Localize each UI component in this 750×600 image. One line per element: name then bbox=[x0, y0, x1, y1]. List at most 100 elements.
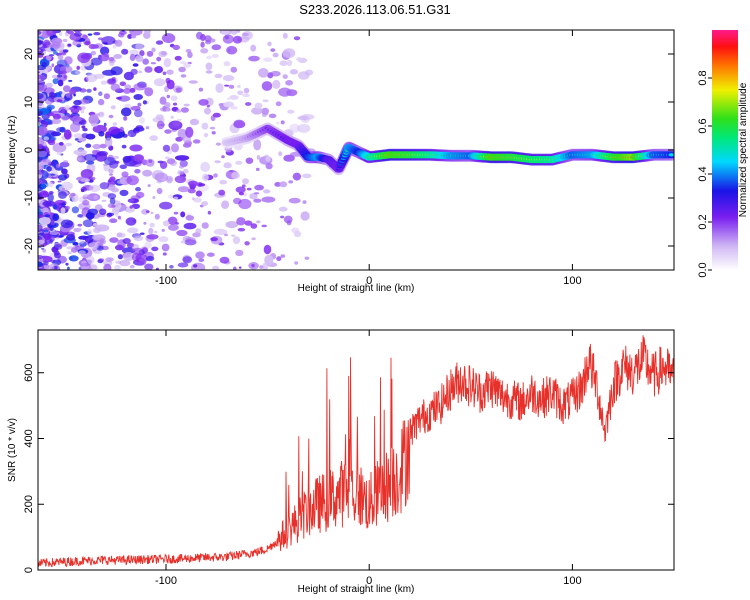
spectrogram-blob bbox=[191, 197, 195, 201]
spectrogram-blob bbox=[78, 250, 86, 256]
spectrogram-blob bbox=[97, 37, 104, 41]
spectrogram-blob bbox=[86, 256, 95, 265]
spectrogram-blob bbox=[228, 84, 235, 89]
spectrogram-blob bbox=[261, 196, 276, 203]
spectrogram-blob bbox=[59, 32, 63, 37]
spectrogram-blob bbox=[244, 220, 253, 226]
spectrogram-blob bbox=[121, 144, 127, 149]
spectrogram-blob bbox=[143, 221, 147, 225]
spectrogram-blob bbox=[79, 262, 91, 270]
spectrogram-blob bbox=[77, 155, 83, 162]
spectrogram-blob bbox=[144, 87, 154, 97]
spectrogram-blob bbox=[38, 111, 44, 115]
spectrogram-blob bbox=[179, 61, 187, 65]
spectrogram-blob bbox=[183, 103, 190, 107]
spectrogram-blob bbox=[127, 34, 133, 39]
spectrogram-blob bbox=[38, 150, 48, 158]
spectrogram-blob bbox=[166, 69, 174, 75]
spectrogram-blob bbox=[156, 120, 165, 130]
spectrogram-blob bbox=[41, 247, 44, 250]
spectrogram-blob bbox=[105, 131, 111, 138]
colorbar-tick-label: 0.8 bbox=[697, 70, 709, 85]
spectrogram-blob bbox=[210, 237, 218, 242]
spectrogram-blob bbox=[170, 95, 178, 101]
spectrogram-blob bbox=[229, 170, 234, 173]
spectrogram-blob bbox=[132, 63, 139, 67]
spectrogram-blob bbox=[38, 214, 45, 218]
spectrogram-blob bbox=[137, 102, 142, 107]
spectrogram-blob bbox=[300, 211, 310, 221]
spectrogram-blob bbox=[119, 30, 127, 35]
spectrogram-blob bbox=[148, 227, 154, 235]
spectrogram-blob bbox=[57, 54, 64, 61]
spectrogram-blob bbox=[129, 144, 143, 152]
spectrogram-blob bbox=[262, 99, 269, 103]
spectrogram-blob bbox=[117, 204, 129, 212]
spectrogram-blob bbox=[251, 263, 255, 268]
spectrogram-blob bbox=[51, 118, 62, 125]
spectrogram-blob bbox=[287, 109, 295, 114]
spectrogram-blob bbox=[256, 155, 261, 160]
spectrogram-blob bbox=[104, 137, 113, 147]
spectrogram-blob bbox=[211, 44, 222, 51]
spectrogram-blob bbox=[91, 123, 99, 127]
spectrogram-blob bbox=[235, 186, 246, 193]
spectrogram-blob bbox=[57, 74, 63, 78]
spectrogram-blob bbox=[131, 203, 140, 209]
spectrogram-blob bbox=[38, 239, 45, 244]
spectrogram-blob bbox=[66, 234, 76, 241]
spectrogram-blob bbox=[211, 131, 216, 135]
spectrogram-blob bbox=[134, 169, 141, 174]
spectrogram-blob bbox=[61, 116, 69, 121]
spectrogram-blob bbox=[206, 55, 213, 60]
spectrogram-blob bbox=[57, 79, 64, 87]
spectrogram-blob bbox=[272, 52, 279, 58]
spectrogram-blob bbox=[110, 83, 121, 92]
spectrogram-blob bbox=[64, 105, 71, 111]
spectrogram-blob bbox=[60, 70, 67, 75]
spectrogram-blob bbox=[97, 150, 108, 157]
spectrogram-blob bbox=[58, 191, 67, 199]
spectrogram-blob bbox=[80, 109, 85, 114]
spectrogram-signal-trace bbox=[221, 122, 674, 176]
spectrogram-blob bbox=[250, 223, 258, 229]
spectrogram-blob bbox=[53, 244, 63, 250]
spectrogram-blob bbox=[141, 208, 150, 215]
spectrogram-blob bbox=[38, 216, 51, 226]
spectrogram-blob bbox=[236, 30, 241, 33]
spectrogram-blob bbox=[265, 155, 271, 162]
spectrogram-blob bbox=[125, 217, 137, 226]
spectrogram-blob bbox=[172, 44, 180, 51]
spectrogram-blob bbox=[294, 261, 299, 265]
spectrogram-blob bbox=[101, 36, 116, 45]
spectrogram-blob bbox=[100, 80, 107, 85]
spectrogram-blob bbox=[109, 176, 116, 182]
spectrogram-blob bbox=[245, 102, 252, 106]
spectrogram-blob bbox=[235, 249, 244, 257]
spectrogram-blob bbox=[173, 211, 179, 215]
spectrogram-blob bbox=[219, 179, 228, 185]
spectrogram-blob bbox=[176, 109, 182, 113]
spectrogram-blob bbox=[110, 105, 116, 110]
spectrogram-blob bbox=[43, 233, 52, 240]
spectrogram-blob bbox=[77, 52, 91, 64]
spectrogram-blob bbox=[264, 254, 274, 266]
spectrogram-blob bbox=[263, 189, 271, 194]
spectrogram-blob bbox=[49, 226, 54, 231]
spectrogram-blob bbox=[198, 99, 209, 106]
spectrogram-blob bbox=[72, 30, 83, 33]
colorbar-label: Normalized spectral amplitude bbox=[738, 82, 749, 217]
spectrogram-blob bbox=[119, 259, 131, 267]
spectrogram-blob bbox=[94, 224, 110, 232]
spectrogram-blob bbox=[140, 232, 145, 235]
spectrogram-blob bbox=[238, 266, 242, 269]
spectrogram-blob bbox=[243, 87, 250, 94]
spectrogram-blob bbox=[131, 34, 137, 39]
spectrogram-blob bbox=[69, 89, 77, 95]
spectrogram-blob bbox=[108, 114, 114, 119]
spectrogram-blob bbox=[214, 160, 221, 164]
spectrogram-blob bbox=[223, 101, 235, 108]
spectrogram-blob bbox=[224, 84, 230, 87]
spectrogram-blob bbox=[92, 124, 108, 134]
spectrogram-blob bbox=[105, 257, 114, 262]
